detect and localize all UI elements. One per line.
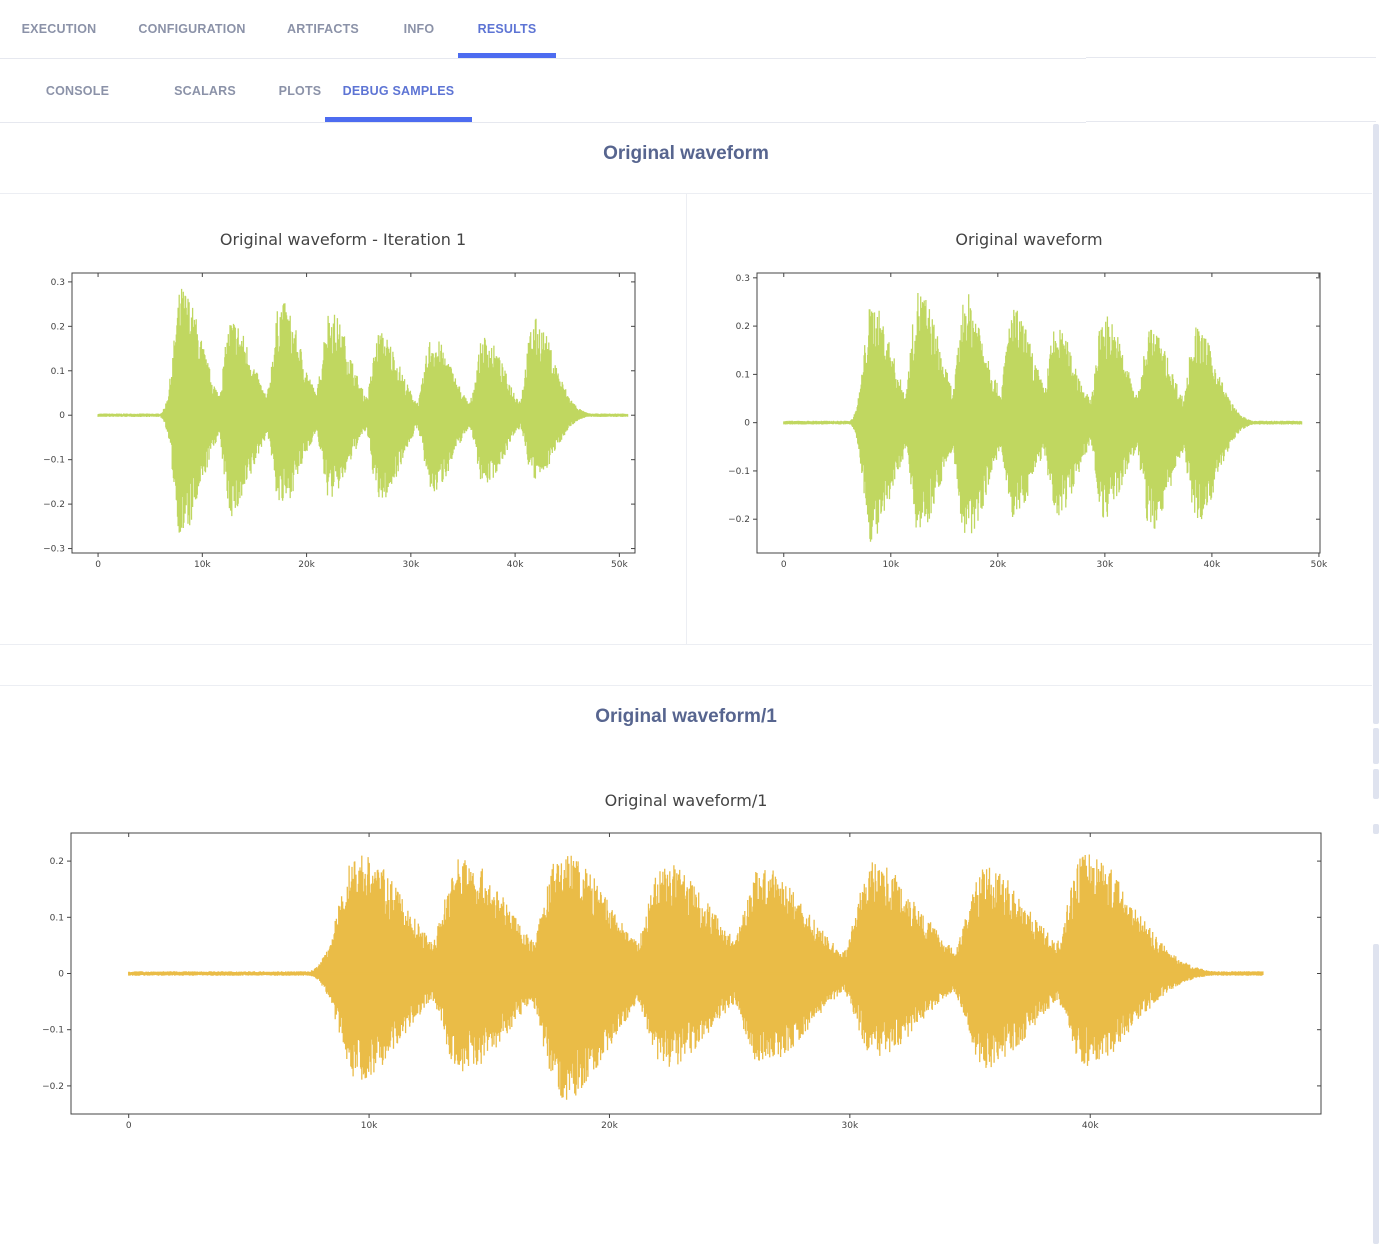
x-tick-label: 30k [1097, 560, 1114, 570]
x-tick-label: 10k [882, 560, 899, 570]
y-tick-label: 0.1 [736, 370, 750, 380]
x-tick-label: 40k [507, 560, 524, 570]
y-tick-label: −0.1 [728, 467, 750, 477]
plot-frame [71, 272, 636, 554]
tab-info[interactable]: INFO [403, 22, 435, 36]
divider [1086, 121, 1376, 122]
tab-artifacts[interactable]: ARTIFACTS [287, 22, 359, 36]
x-tick-label: 30k [403, 560, 420, 570]
y-tick-label: −0.2 [42, 1082, 64, 1092]
tab-debug-samples[interactable]: DEBUG SAMPLES [325, 60, 472, 122]
plot-title: Original waveform - Iteration 1 [219, 230, 467, 249]
y-tick-label: 0.1 [50, 913, 64, 923]
section-title: Original waveform [603, 143, 769, 164]
tab-execution[interactable]: EXECUTION [21, 22, 97, 36]
section-title: Original waveform/1 [595, 706, 777, 727]
x-tick-label: 10k [194, 560, 211, 570]
y-tick-label: 0.2 [51, 322, 65, 332]
x-tick-label: 40k [1204, 560, 1221, 570]
plot-frame [756, 272, 1321, 554]
divider [0, 685, 1372, 686]
waveform-series [128, 854, 1264, 1100]
tab-configuration[interactable]: CONFIGURATION [138, 22, 246, 36]
scrollbar[interactable] [1373, 124, 1379, 1244]
waveform-chart[interactable]: 0.3 0.2 0.1 0 −0.1 −0.2 −0.3 0 10k 20k 30k 40k 50k [30, 265, 650, 580]
y-tick-label: −0.1 [43, 456, 65, 466]
plot-title: Original waveform [955, 230, 1103, 249]
x-tick-label: 40k [1082, 1121, 1099, 1131]
y-tick-label: −0.1 [42, 1026, 64, 1036]
y-tick-label: 0 [58, 970, 64, 980]
divider [686, 194, 687, 644]
x-tick-label: 20k [298, 560, 315, 570]
x-tick-label: 0 [126, 1121, 132, 1131]
y-tick-label: 0.3 [51, 278, 65, 288]
divider [1086, 57, 1376, 58]
x-tick-label: 50k [611, 560, 628, 570]
x-tick-label: 20k [989, 560, 1006, 570]
y-tick-label: 0.1 [51, 367, 65, 377]
sub-tab-bar: CONSOLE SCALARS PLOTS DEBUG SAMPLES [0, 60, 1086, 123]
x-tick-label: 20k [601, 1121, 618, 1131]
main-tab-bar: EXECUTION CONFIGURATION ARTIFACTS INFO R… [0, 0, 1086, 59]
y-tick-label: −0.2 [43, 500, 65, 510]
y-tick-label: −0.2 [728, 515, 750, 525]
plot-title: Original waveform/1 [604, 791, 768, 810]
y-tick-label: 0.2 [736, 322, 750, 332]
x-tick-label: 0 [781, 560, 787, 570]
x-tick-label: 10k [361, 1121, 378, 1131]
waveform-chart[interactable]: 0.3 0.2 0.1 0 −0.1 −0.2 0 10k 20k 30k 40k 50k [715, 265, 1335, 580]
y-tick-label: −0.3 [43, 545, 65, 555]
y-tick-label: 0.2 [50, 857, 64, 867]
y-tick-label: 0.3 [736, 274, 750, 284]
y-tick-label: 0 [744, 419, 750, 429]
divider [0, 193, 1372, 194]
x-tick-label: 30k [842, 1121, 859, 1131]
waveform-series [97, 288, 629, 533]
tab-results[interactable]: RESULTS [458, 0, 556, 58]
waveform-series [783, 293, 1303, 542]
waveform-chart[interactable]: 0.2 0.1 0 −0.1 −0.2 0 10k 20k 30k 40k [30, 825, 1340, 1140]
x-tick-label: 0 [95, 560, 101, 570]
x-tick-label: 50k [1311, 560, 1328, 570]
tab-scalars[interactable]: SCALARS [174, 84, 236, 98]
tab-plots[interactable]: PLOTS [278, 84, 322, 98]
divider [0, 644, 1372, 645]
tab-console[interactable]: CONSOLE [45, 84, 110, 98]
y-tick-label: 0 [59, 411, 65, 421]
